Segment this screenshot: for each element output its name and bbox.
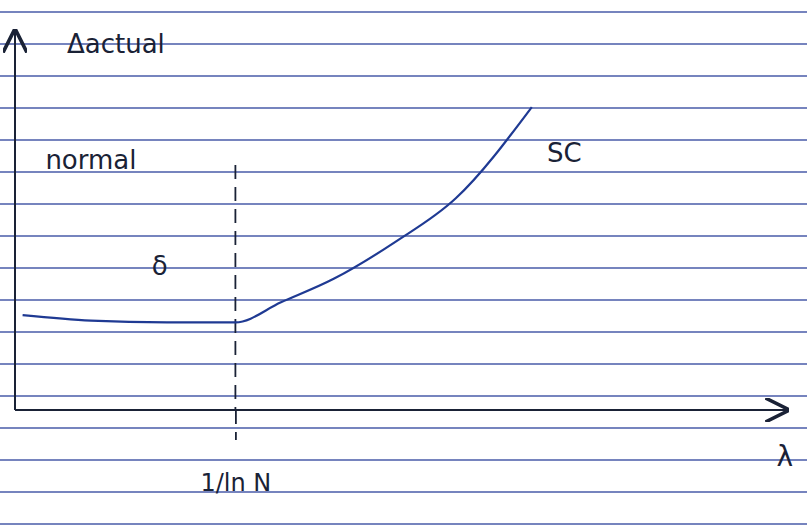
paper-line bbox=[0, 459, 807, 461]
x-tick-mark bbox=[235, 410, 237, 440]
curve bbox=[23, 107, 532, 322]
paper-line bbox=[0, 491, 807, 493]
x-axis-line bbox=[15, 409, 775, 411]
annotation: δ bbox=[152, 251, 168, 281]
x-axis-arrow bbox=[775, 409, 787, 411]
x-axis: 1/ln N bbox=[15, 410, 775, 497]
y-axis-arrow bbox=[14, 31, 16, 45]
x-axis-title: λ bbox=[776, 440, 793, 473]
y-axis-title: Δactual bbox=[67, 29, 165, 59]
annotation: SC bbox=[547, 138, 582, 168]
paper-line bbox=[0, 139, 807, 141]
paper-line bbox=[0, 299, 807, 301]
grid bbox=[235, 165, 236, 410]
grid-line bbox=[234, 165, 236, 410]
paper-line bbox=[0, 331, 807, 333]
marks bbox=[23, 107, 532, 322]
paper-line bbox=[0, 107, 807, 109]
paper-line bbox=[0, 523, 807, 525]
paper-line bbox=[0, 363, 807, 365]
plot: 1/ln N normal δ SC bbox=[15, 45, 775, 497]
y-axis-line bbox=[14, 45, 16, 410]
paper-lines bbox=[0, 12, 807, 524]
paper-line bbox=[0, 395, 807, 397]
chart: 1/ln N normal δ SC Δactual λ bbox=[0, 0, 807, 529]
paper-line bbox=[0, 427, 807, 429]
paper-line bbox=[0, 267, 807, 269]
paper-line bbox=[0, 11, 807, 13]
x-tick: 1/ln N bbox=[200, 410, 271, 497]
y-axis bbox=[15, 45, 16, 410]
paper-line bbox=[0, 203, 807, 205]
annotation: normal bbox=[45, 145, 136, 175]
paper-line bbox=[0, 75, 807, 77]
x-tick-label: 1/ln N bbox=[200, 469, 271, 497]
